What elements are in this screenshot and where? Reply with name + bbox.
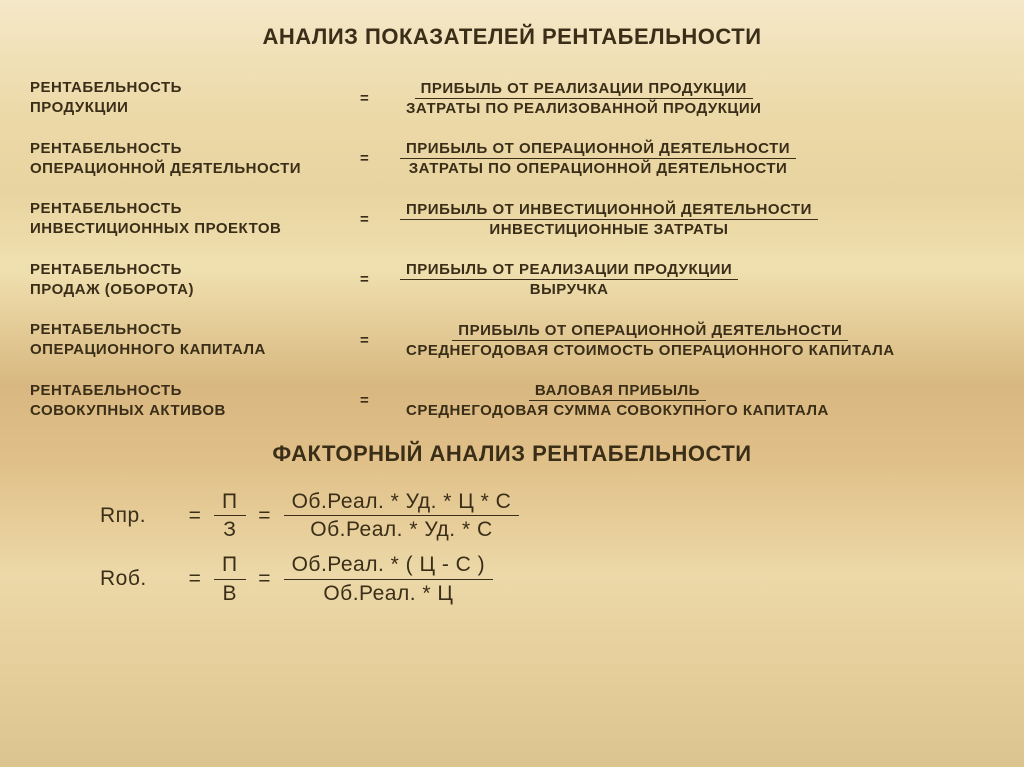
formula-label: РЕНТАБЕЛЬНОСТЬОПЕРАЦИОННОГО КАПИТАЛА (30, 320, 360, 361)
formula-label-line2: ИНВЕСТИЦИОННЫХ ПРОЕКТОВ (30, 219, 360, 239)
equals-sign: = (180, 566, 210, 591)
formula-row: РЕНТАБЕЛЬНОСТЬПРОДУКЦИИ=ПРИБЫЛЬ ОТ РЕАЛИ… (30, 78, 994, 119)
fraction-numerator: ПРИБЫЛЬ ОТ ОПЕРАЦИОННОЙ ДЕЯТЕЛЬНОСТИ (400, 140, 796, 159)
fraction-numerator: Об.Реал. * ( Ц - С ) (284, 552, 494, 579)
section-subtitle: ФАКТОРНЫЙ АНАЛИЗ РЕНТАБЕЛЬНОСТИ (30, 441, 994, 467)
formula-label-line2: ОПЕРАЦИОННОГО КАПИТАЛА (30, 340, 360, 360)
formula-label-line1: РЕНТАБЕЛЬНОСТЬ (30, 320, 360, 340)
fraction-numerator: ПРИБЫЛЬ ОТ РЕАЛИЗАЦИИ ПРОДУКЦИИ (400, 261, 738, 280)
formula-fraction: ПРИБЫЛЬ ОТ ИНВЕСТИЦИОННОЙ ДЕЯТЕЛЬНОСТИИН… (400, 201, 818, 238)
page-title: АНАЛИЗ ПОКАЗАТЕЛЕЙ РЕНТАБЕЛЬНОСТИ (130, 24, 894, 50)
fraction-denominator: ИНВЕСТИЦИОННЫЕ ЗАТРАТЫ (483, 220, 734, 238)
fraction-denominator: ЗАТРАТЫ ПО ОПЕРАЦИОННОЙ ДЕЯТЕЛЬНОСТИ (403, 159, 794, 177)
formula-label-line1: РЕНТАБЕЛЬНОСТЬ (30, 139, 360, 159)
fraction-numerator: П (214, 489, 246, 516)
formula-label-line1: РЕНТАБЕЛЬНОСТЬ (30, 78, 360, 98)
formula-row: РЕНТАБЕЛЬНОСТЬОПЕРАЦИОННОЙ ДЕЯТЕЛЬНОСТИ=… (30, 139, 994, 180)
factor-lhs: Rоб. (100, 566, 180, 591)
fraction-denominator: СРЕДНЕГОДОВАЯ СТОИМОСТЬ ОПЕРАЦИОННОГО КА… (400, 341, 901, 359)
formula-label: РЕНТАБЕЛЬНОСТЬПРОДУКЦИИ (30, 78, 360, 119)
equals-sign: = (360, 150, 400, 167)
equals-sign: = (360, 90, 400, 107)
formula-fraction: ПРИБЫЛЬ ОТ ОПЕРАЦИОННОЙ ДЕЯТЕЛЬНОСТИСРЕД… (400, 322, 901, 359)
formula-label-line1: РЕНТАБЕЛЬНОСТЬ (30, 260, 360, 280)
factor-fraction-rhs: Об.Реал. * ( Ц - С ) Об.Реал. * Ц (284, 552, 494, 605)
equals-sign: = (250, 503, 280, 528)
fraction-numerator: ПРИБЫЛЬ ОТ РЕАЛИЗАЦИИ ПРОДУКЦИИ (415, 80, 753, 99)
equals-sign: = (360, 211, 400, 228)
factor-row-2: Rоб. = П В = Об.Реал. * ( Ц - С ) Об.Реа… (100, 552, 994, 605)
formula-fraction: ВАЛОВАЯ ПРИБЫЛЬСРЕДНЕГОДОВАЯ СУММА СОВОК… (400, 382, 835, 419)
fraction-numerator: ПРИБЫЛЬ ОТ ИНВЕСТИЦИОННОЙ ДЕЯТЕЛЬНОСТИ (400, 201, 818, 220)
factor-fraction-mid: П З (214, 489, 246, 542)
equals-sign: = (180, 503, 210, 528)
fraction-denominator: В (215, 580, 246, 606)
formula-fraction: ПРИБЫЛЬ ОТ РЕАЛИЗАЦИИ ПРОДУКЦИИВЫРУЧКА (400, 261, 738, 298)
formula-fraction: ПРИБЫЛЬ ОТ РЕАЛИЗАЦИИ ПРОДУКЦИИЗАТРАТЫ П… (400, 80, 767, 117)
fraction-denominator: СРЕДНЕГОДОВАЯ СУММА СОВОКУПНОГО КАПИТАЛА (400, 401, 835, 419)
equals-sign: = (360, 271, 400, 288)
factor-fraction-rhs: Об.Реал. * Уд. * Ц * С Об.Реал. * Уд. * … (284, 489, 520, 542)
formula-label-line2: ОПЕРАЦИОННОЙ ДЕЯТЕЛЬНОСТИ (30, 159, 360, 179)
formula-label: РЕНТАБЕЛЬНОСТЬПРОДАЖ (ОБОРОТА) (30, 260, 360, 301)
formula-label: РЕНТАБЕЛЬНОСТЬСОВОКУПНЫХ АКТИВОВ (30, 381, 360, 422)
formula-row: РЕНТАБЕЛЬНОСТЬПРОДАЖ (ОБОРОТА)=ПРИБЫЛЬ О… (30, 260, 994, 301)
equals-sign: = (360, 332, 400, 349)
fraction-denominator: З (215, 516, 244, 542)
formulas-list: РЕНТАБЕЛЬНОСТЬПРОДУКЦИИ=ПРИБЫЛЬ ОТ РЕАЛИ… (30, 78, 994, 421)
fraction-numerator: Об.Реал. * Уд. * Ц * С (284, 489, 520, 516)
fraction-numerator: ВАЛОВАЯ ПРИБЫЛЬ (529, 382, 706, 401)
factor-lhs: Rпр. (100, 503, 180, 528)
formula-fraction: ПРИБЫЛЬ ОТ ОПЕРАЦИОННОЙ ДЕЯТЕЛЬНОСТИЗАТР… (400, 140, 796, 177)
formula-label-line1: РЕНТАБЕЛЬНОСТЬ (30, 381, 360, 401)
fraction-numerator: П (214, 552, 246, 579)
factor-analysis: Rпр. = П З = Об.Реал. * Уд. * Ц * С Об.Р… (30, 489, 994, 606)
fraction-denominator: Об.Реал. * Уд. * С (302, 516, 500, 542)
formula-label-line2: СОВОКУПНЫХ АКТИВОВ (30, 401, 360, 421)
formula-row: РЕНТАБЕЛЬНОСТЬИНВЕСТИЦИОННЫХ ПРОЕКТОВ=ПР… (30, 199, 994, 240)
factor-fraction-mid: П В (214, 552, 246, 605)
fraction-denominator: ВЫРУЧКА (524, 280, 615, 298)
fraction-denominator: Об.Реал. * Ц (315, 580, 461, 606)
formula-label-line1: РЕНТАБЕЛЬНОСТЬ (30, 199, 360, 219)
fraction-denominator: ЗАТРАТЫ ПО РЕАЛИЗОВАННОЙ ПРОДУКЦИИ (400, 99, 767, 117)
formula-label-line2: ПРОДАЖ (ОБОРОТА) (30, 280, 360, 300)
fraction-numerator: ПРИБЫЛЬ ОТ ОПЕРАЦИОННОЙ ДЕЯТЕЛЬНОСТИ (452, 322, 848, 341)
equals-sign: = (360, 392, 400, 409)
formula-row: РЕНТАБЕЛЬНОСТЬОПЕРАЦИОННОГО КАПИТАЛА=ПРИ… (30, 320, 994, 361)
formula-label: РЕНТАБЕЛЬНОСТЬИНВЕСТИЦИОННЫХ ПРОЕКТОВ (30, 199, 360, 240)
formula-row: РЕНТАБЕЛЬНОСТЬСОВОКУПНЫХ АКТИВОВ=ВАЛОВАЯ… (30, 381, 994, 422)
equals-sign: = (250, 566, 280, 591)
factor-row-1: Rпр. = П З = Об.Реал. * Уд. * Ц * С Об.Р… (100, 489, 994, 542)
formula-label-line2: ПРОДУКЦИИ (30, 98, 360, 118)
formula-label: РЕНТАБЕЛЬНОСТЬОПЕРАЦИОННОЙ ДЕЯТЕЛЬНОСТИ (30, 139, 360, 180)
